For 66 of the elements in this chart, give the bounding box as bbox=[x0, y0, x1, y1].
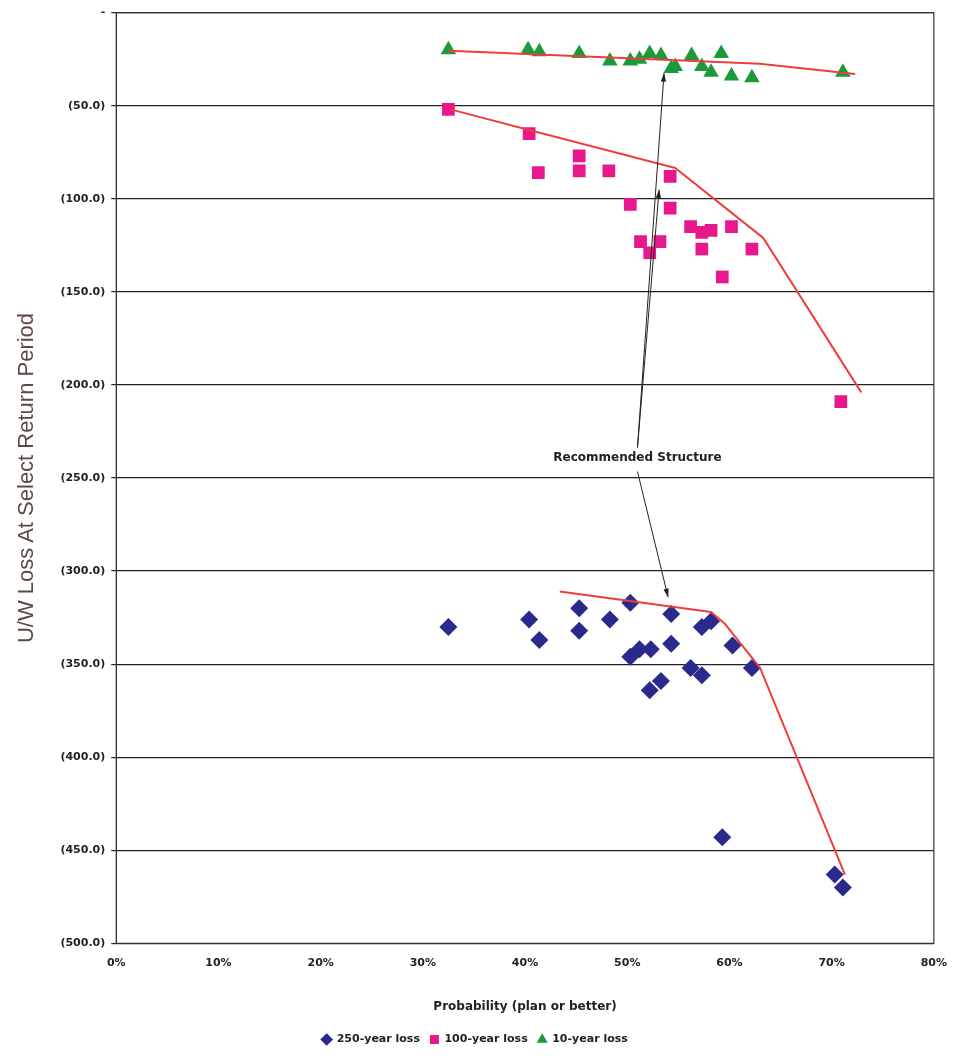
y-tick-label: (200.0) bbox=[60, 377, 106, 391]
y-tick-label: (50.0) bbox=[68, 98, 106, 112]
point bbox=[663, 170, 677, 183]
point bbox=[702, 612, 721, 631]
annotation: Recommended Structure bbox=[553, 449, 722, 464]
point bbox=[530, 630, 549, 649]
point bbox=[704, 224, 718, 237]
y-tick-label: (300.0) bbox=[60, 563, 106, 577]
x-tick-label: 60% bbox=[716, 955, 743, 969]
point bbox=[742, 658, 761, 677]
point bbox=[681, 658, 700, 677]
point bbox=[640, 681, 659, 700]
y-tick-label: - bbox=[100, 5, 106, 19]
x-tick-label: 40% bbox=[511, 955, 539, 969]
point bbox=[715, 270, 729, 284]
y-tick-label: (350.0) bbox=[60, 657, 106, 671]
point bbox=[834, 395, 848, 409]
point bbox=[825, 865, 844, 884]
point bbox=[713, 44, 730, 59]
y-tick-label: (100.0) bbox=[60, 191, 106, 205]
legend-label: 10-year loss bbox=[552, 1032, 629, 1046]
point bbox=[634, 235, 647, 248]
x-tick-label: 30% bbox=[409, 955, 437, 969]
point bbox=[662, 634, 681, 653]
point bbox=[723, 66, 740, 81]
point bbox=[621, 647, 640, 666]
point bbox=[641, 44, 658, 59]
legend-label: 100-year loss bbox=[444, 1032, 529, 1046]
y-tick-label: (150.0) bbox=[60, 284, 106, 298]
legend-label: 250-year loss bbox=[336, 1032, 421, 1046]
y-tick-label: (400.0) bbox=[60, 750, 106, 764]
point bbox=[531, 166, 545, 180]
point bbox=[662, 604, 681, 623]
point bbox=[572, 164, 586, 178]
point bbox=[570, 621, 589, 640]
point bbox=[695, 242, 709, 256]
x-tick-label: 50% bbox=[614, 955, 641, 969]
point bbox=[703, 63, 719, 77]
y-tick-label: (250.0) bbox=[60, 470, 106, 484]
point bbox=[683, 46, 700, 60]
x-tick-label: 0% bbox=[106, 955, 126, 969]
point bbox=[684, 220, 697, 234]
point bbox=[600, 610, 619, 629]
point bbox=[439, 617, 458, 636]
point bbox=[725, 220, 738, 234]
x-tick-label: 80% bbox=[920, 955, 948, 969]
x-tick-label: 20% bbox=[307, 955, 334, 969]
point bbox=[833, 878, 852, 897]
point bbox=[723, 636, 742, 655]
point bbox=[623, 197, 637, 211]
point bbox=[663, 201, 677, 215]
y-tick-label: (500.0) bbox=[60, 936, 106, 950]
y-axis-title: U/W Loss At Select Return Period bbox=[13, 312, 39, 644]
point bbox=[442, 103, 455, 116]
point bbox=[744, 68, 760, 83]
point bbox=[572, 149, 586, 163]
point bbox=[570, 599, 589, 618]
y-tick-label: (450.0) bbox=[60, 843, 106, 857]
point bbox=[713, 828, 732, 847]
point bbox=[520, 610, 539, 629]
point bbox=[602, 164, 616, 178]
x-axis-title: Probability (plan or better) bbox=[433, 998, 617, 1013]
x-tick-label: 10% bbox=[205, 955, 232, 969]
x-tick-label: 70% bbox=[818, 955, 845, 969]
point bbox=[651, 671, 670, 690]
point bbox=[692, 666, 711, 685]
